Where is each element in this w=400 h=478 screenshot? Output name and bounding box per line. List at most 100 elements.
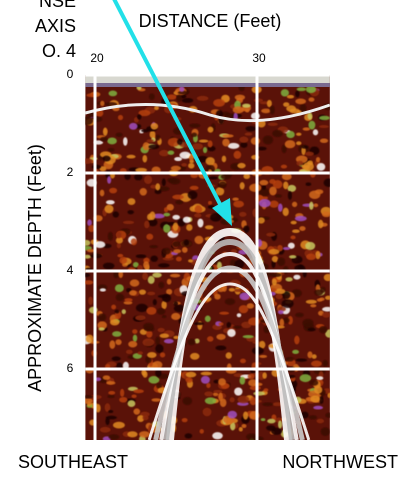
corner-annotation: AXIS — [35, 16, 76, 36]
texture-blob — [152, 361, 163, 369]
texture-blob — [280, 164, 288, 169]
texture-blob — [286, 130, 295, 139]
texture-blob — [243, 411, 249, 420]
texture-blob — [142, 272, 148, 281]
texture-blob — [226, 322, 232, 328]
texture-blob — [137, 265, 143, 271]
texture-blob — [155, 344, 164, 354]
texture-blob — [305, 241, 316, 251]
texture-blob — [129, 279, 140, 287]
texture-blob — [322, 311, 330, 318]
texture-blob — [141, 369, 147, 376]
texture-blob — [245, 125, 257, 132]
texture-blob — [100, 100, 105, 107]
x-tick-label: 30 — [252, 51, 266, 65]
texture-blob — [212, 432, 223, 440]
texture-blob — [133, 408, 141, 415]
texture-blob — [169, 273, 181, 278]
texture-blob — [204, 397, 217, 405]
texture-blob — [104, 204, 114, 214]
texture-blob — [109, 187, 118, 194]
texture-blob — [239, 211, 247, 217]
texture-blob — [286, 94, 295, 99]
texture-blob — [308, 415, 317, 420]
texture-blob — [234, 387, 243, 396]
texture-blob — [274, 288, 286, 295]
texture-blob — [186, 224, 193, 231]
texture-blob — [94, 241, 106, 249]
texture-blob — [291, 201, 298, 208]
texture-blob — [162, 247, 171, 255]
texture-blob — [207, 336, 214, 342]
texture-blob — [207, 126, 214, 133]
texture-blob — [205, 164, 215, 174]
texture-blob — [102, 262, 115, 270]
texture-blob — [154, 106, 159, 111]
texture-blob — [295, 358, 308, 362]
texture-blob — [109, 319, 120, 326]
texture-blob — [303, 161, 315, 171]
texture-blob — [323, 178, 330, 188]
texture-blob — [310, 360, 322, 367]
texture-blob — [188, 162, 195, 169]
texture-blob — [149, 244, 158, 249]
texture-blob — [281, 172, 292, 181]
texture-blob — [167, 137, 180, 147]
y-tick-label: 6 — [67, 361, 74, 375]
texture-blob — [194, 205, 203, 214]
texture-blob — [85, 158, 93, 164]
texture-blob — [171, 312, 181, 321]
texture-blob — [214, 293, 221, 300]
texture-blob — [294, 335, 300, 345]
texture-blob — [154, 189, 162, 195]
texture-blob — [296, 132, 302, 136]
texture-blob — [95, 377, 102, 382]
texture-blob — [218, 322, 224, 326]
texture-blob — [166, 203, 174, 211]
texture-blob — [267, 122, 278, 127]
texture-blob — [208, 176, 218, 180]
texture-blob — [85, 239, 91, 246]
texture-blob — [315, 156, 321, 163]
texture-blob — [119, 256, 128, 264]
texture-blob — [319, 325, 328, 334]
texture-blob — [98, 327, 105, 331]
texture-blob — [277, 257, 286, 266]
texture-blob — [213, 389, 223, 394]
texture-blob — [219, 398, 227, 407]
texture-blob — [200, 371, 213, 376]
texture-blob — [166, 94, 177, 100]
texture-blob — [191, 132, 198, 137]
texture-blob — [325, 295, 330, 300]
texture-blob — [119, 396, 128, 403]
texture-blob — [266, 232, 276, 237]
texture-blob — [133, 389, 144, 394]
texture-blob — [312, 129, 319, 136]
texture-blob — [85, 397, 93, 404]
texture-blob — [155, 336, 160, 346]
texture-blob — [116, 231, 122, 239]
texture-blob — [238, 305, 249, 314]
texture-blob — [102, 155, 111, 162]
texture-blob — [123, 137, 128, 146]
texture-blob — [173, 301, 179, 307]
texture-blob — [127, 400, 136, 408]
texture-blob — [137, 415, 145, 422]
texture-blob — [233, 200, 245, 208]
texture-blob — [146, 330, 153, 338]
texture-blob — [131, 394, 137, 399]
texture-blob — [194, 338, 200, 344]
labels: 20 30 0 2 4 6 NSE AXIS O. 4 DISTANCE (Feet) APPROX… — [18, 0, 398, 472]
hyperbola — [153, 265, 305, 441]
texture-blob — [290, 220, 297, 225]
texture-blob — [205, 157, 215, 166]
texture-blob — [239, 358, 246, 364]
texture-blob — [155, 183, 161, 191]
texture-blob — [109, 340, 116, 349]
texture-blob — [175, 200, 184, 205]
texture-blob — [316, 376, 324, 381]
texture-blob — [295, 90, 300, 98]
texture-blob — [144, 220, 150, 229]
texture-blob — [157, 294, 170, 298]
texture-blob — [143, 261, 150, 269]
